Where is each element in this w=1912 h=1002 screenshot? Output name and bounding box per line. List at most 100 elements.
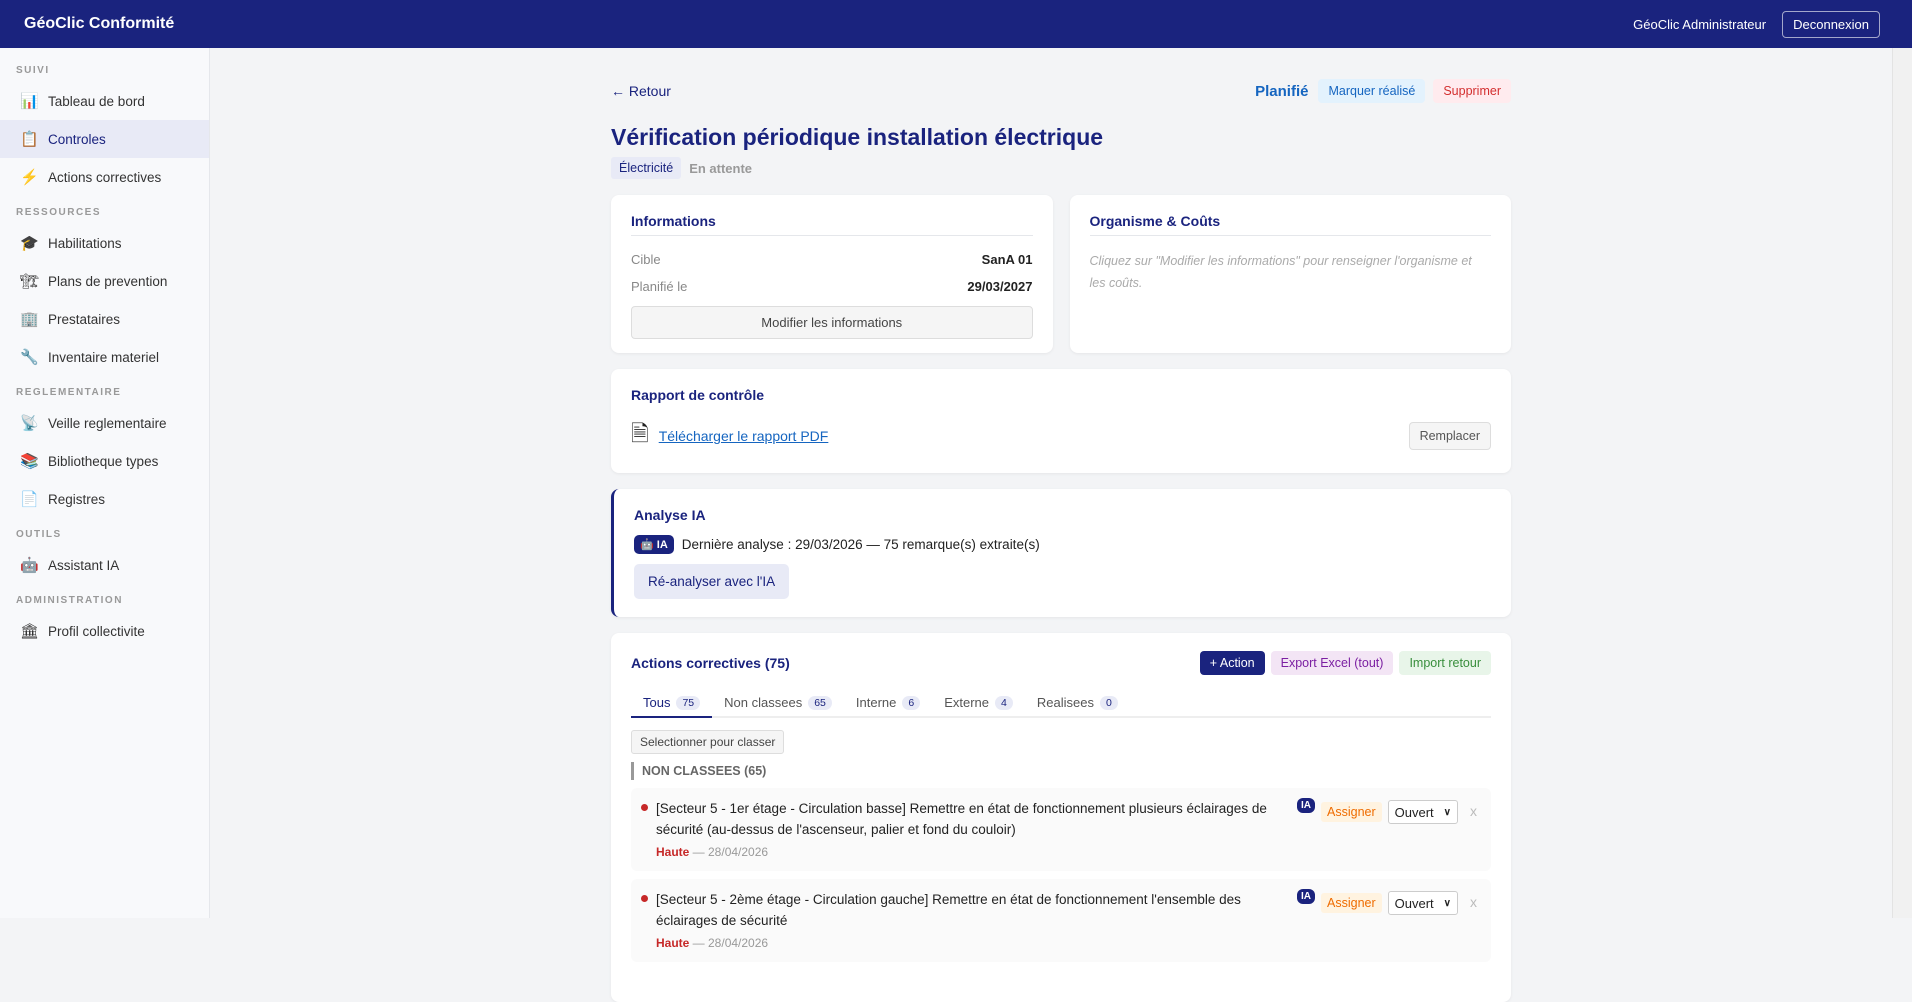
status-select[interactable]: Ouvert ∨ xyxy=(1387,891,1458,915)
select-to-classify-button[interactable]: Selectionner pour classer xyxy=(631,730,785,754)
priority-label: Haute xyxy=(656,845,690,859)
sidebar-item[interactable]: 📋 Controles xyxy=(0,120,209,158)
sidebar-item[interactable]: 🔧 Inventaire materiel xyxy=(0,338,209,376)
sidebar-item-label: Habilitations xyxy=(48,235,122,251)
ia-badge: IA xyxy=(1297,889,1316,904)
remove-button[interactable]: x xyxy=(1470,894,1477,910)
tab-realisees[interactable]: Realisees 0 xyxy=(1025,689,1130,716)
top-bar: GéoClic Conformité GéoClic Administrateu… xyxy=(0,0,1912,48)
target-value: SanA 01 xyxy=(981,252,1033,267)
document-icon: 🗎 xyxy=(631,421,649,446)
sidebar-item-icon: 🏢 xyxy=(20,311,39,328)
tab-interne[interactable]: Interne 6 xyxy=(844,689,932,716)
sidebar-section-label: SUIVI xyxy=(16,65,50,76)
sidebar-item[interactable]: 🏛 Profil collectivite xyxy=(0,612,209,650)
sidebar-item-icon: 📚 xyxy=(20,453,39,470)
analysis-summary: Dernière analyse : 29/03/2026 — 75 remar… xyxy=(681,537,1040,552)
action-item: [Secteur 5 - 2ème étage - Circulation ga… xyxy=(631,879,1491,962)
priority-dot xyxy=(641,804,648,811)
export-excel-button[interactable]: Export Excel (tout) xyxy=(1270,651,1394,675)
sidebar-item[interactable]: 📄 Registres xyxy=(0,480,209,518)
action-text: [Secteur 5 - 2ème étage - Circulation ga… xyxy=(656,892,1241,928)
sidebar-item[interactable]: 🎓 Habilitations xyxy=(0,224,209,262)
sidebar-item[interactable]: 🏢 Prestataires xyxy=(0,300,209,338)
delete-button[interactable]: Supprimer xyxy=(1433,79,1511,103)
sidebar-item-label: Tableau de bord xyxy=(48,93,145,109)
page-scrollbar[interactable] xyxy=(1892,48,1912,918)
sidebar-item-icon: ⚡ xyxy=(20,169,39,186)
page-title: Vérification périodique installation éle… xyxy=(611,124,1104,150)
sidebar-item[interactable]: 📊 Tableau de bord xyxy=(0,82,209,120)
assign-button[interactable]: Assigner xyxy=(1321,802,1382,822)
action-item: [Secteur 5 - 1er étage - Circulation bas… xyxy=(631,788,1491,871)
remove-button[interactable]: x xyxy=(1470,803,1477,819)
actions-title: Actions correctives (75) xyxy=(631,655,790,671)
add-action-button[interactable]: + Action xyxy=(1199,651,1265,675)
tab-label: Realisees xyxy=(1036,695,1094,710)
ia-badge: 🤖 IA xyxy=(634,535,674,554)
replace-button[interactable]: Remplacer xyxy=(1408,422,1491,450)
sidebar-item-label: Assistant IA xyxy=(48,557,120,573)
report-card: Rapport de contrôle 🗎 Télécharger le rap… xyxy=(611,369,1511,473)
mark-done-button[interactable]: Marquer réalisé xyxy=(1318,79,1426,103)
state-label: En attente xyxy=(689,160,753,176)
tab-count: 4 xyxy=(995,695,1013,710)
tab-count: 0 xyxy=(1099,695,1118,710)
tab-non-classees[interactable]: Non classees 65 xyxy=(712,689,844,716)
sidebar-item-label: Registres xyxy=(48,491,106,507)
tab-count: 65 xyxy=(808,695,832,710)
back-link[interactable]: ← Retour xyxy=(611,83,671,99)
import-button[interactable]: Import retour xyxy=(1399,651,1491,675)
sidebar-item-label: Actions correctives xyxy=(48,169,162,185)
logout-button[interactable]: Deconnexion xyxy=(1782,10,1880,38)
sidebar-item-label: Inventaire materiel xyxy=(48,349,160,365)
sidebar-item-icon: 🎓 xyxy=(20,235,39,252)
planned-label: Planifié le xyxy=(631,279,688,294)
user-name: GéoClic Administrateur xyxy=(1633,16,1767,32)
action-tabs: Tous 75 Non classees 65 Interne 6 Externe 4 Real… xyxy=(631,689,1491,718)
sidebar-item[interactable]: 📡 Veille reglementaire xyxy=(0,404,209,442)
sidebar-section-label: RESSOURCES xyxy=(16,207,102,218)
tab-label: Externe xyxy=(944,695,990,710)
analysis-title: Analyse IA xyxy=(634,507,706,523)
tab-tous[interactable]: Tous 75 xyxy=(631,689,713,718)
sidebar-item-icon: 📡 xyxy=(20,415,39,432)
ia-badge: IA xyxy=(1297,798,1316,813)
report-title: Rapport de contrôle xyxy=(631,387,765,403)
priority-label: Haute xyxy=(656,936,690,950)
status-select[interactable]: Ouvert ∨ xyxy=(1387,800,1458,824)
info-title: Informations xyxy=(631,213,1033,236)
analysis-card: Analyse IA 🤖 IA Dernière analyse : 29/03… xyxy=(611,489,1511,617)
group-header: NON CLASSEES (65) xyxy=(631,762,1491,780)
reanalyze-button[interactable]: Ré-analyser avec l'IA xyxy=(634,564,790,599)
download-report-link[interactable]: Télécharger le rapport PDF xyxy=(658,428,829,444)
tab-externe[interactable]: Externe 4 xyxy=(932,689,1025,716)
sidebar-item[interactable]: 🤖 Assistant IA xyxy=(0,546,209,584)
sidebar-item[interactable]: 📚 Bibliotheque types xyxy=(0,442,209,480)
tab-count: 75 xyxy=(676,695,701,710)
sidebar-item-label: Prestataires xyxy=(48,311,121,327)
status-value: Ouvert xyxy=(1394,804,1434,820)
sidebar-item-icon: 🤖 xyxy=(20,557,39,574)
edit-info-button[interactable]: Modifier les informations xyxy=(631,306,1033,339)
status-value: Ouvert xyxy=(1394,895,1434,911)
sidebar-item-label: Profil collectivite xyxy=(48,623,145,639)
planned-value: 29/03/2027 xyxy=(967,279,1033,294)
due-date: — 28/04/2026 xyxy=(689,845,769,859)
actions-card: Actions correctives (75) + Action Export… xyxy=(611,633,1511,1002)
org-hint: Cliquez sur "Modifier les informations" … xyxy=(1089,254,1472,290)
sidebar-item-label: Plans de prevention xyxy=(48,273,168,289)
sidebar-section-label: ADMINISTRATION xyxy=(16,595,123,606)
assign-button[interactable]: Assigner xyxy=(1321,893,1382,913)
app-brand: GéoClic Conformité xyxy=(24,15,175,32)
sidebar-section-label: OUTILS xyxy=(16,529,62,540)
tab-count: 6 xyxy=(902,695,921,710)
org-title: Organisme & Coûts xyxy=(1089,213,1491,236)
main-content: ← Retour Planifié Marquer réalisé Suppri… xyxy=(611,48,1511,1002)
action-text: [Secteur 5 - 1er étage - Circulation bas… xyxy=(656,801,1267,837)
sidebar-item[interactable]: 🏗 Plans de prevention xyxy=(0,262,209,300)
tab-label: Tous xyxy=(643,695,671,710)
sidebar-item[interactable]: ⚡ Actions correctives xyxy=(0,158,209,196)
sidebar-item-label: Bibliotheque types xyxy=(48,453,159,469)
sidebar-item-label: Veille reglementaire xyxy=(48,415,167,431)
